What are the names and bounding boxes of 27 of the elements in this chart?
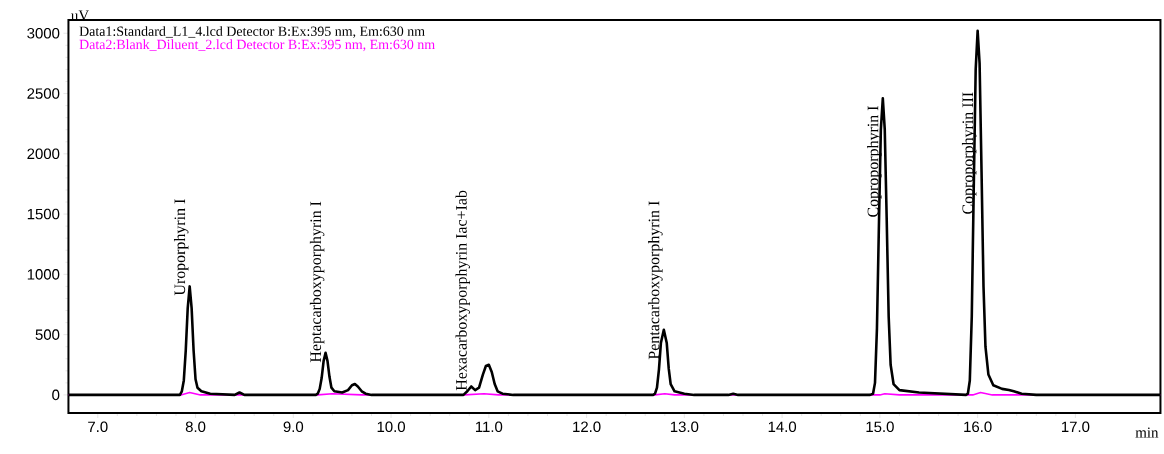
x-axis-title: min [1135,427,1159,438]
x-tick-label: 17.0 [1062,421,1090,433]
y-tick-label: 2000 [27,148,60,160]
y-tick-label: 2500 [27,88,60,99]
x-tick-label: 11.0 [475,421,503,433]
x-tick-label: 14.0 [768,421,797,433]
annotation: Coproporphyrin I [867,106,882,217]
x-tick-label: 10.0 [377,421,406,433]
text: Data1:Standard_L1_4.lcd Detector B:Ex:395 nm, Em:630 nm [79,26,425,38]
annotation: Hexacarboxyporphyrin Iac+Iab [455,190,471,391]
x-tick-label: 16.0 [964,421,992,433]
y-tick-label: 3000 [27,27,60,39]
x-tick-label: 9.0 [283,421,304,433]
annotation: Coproporphyrin III [961,92,977,214]
y-tick-label: 0 [52,389,60,401]
annotation: Uroporphyrin I [173,199,189,296]
x-tick-label: 13.0 [670,421,699,433]
x-tick-label: 7.0 [88,421,108,433]
x-tick-label: 8.0 [185,421,206,433]
y-tick-label: 500 [35,329,60,340]
annotation: Pentacarboxyporphyrin I [648,201,663,360]
y-tick-label: 1500 [27,208,60,220]
text: Data2:Blank_Diluent_2.lcd Detector B:Ex:395 nm, Em:630 nm [79,39,435,52]
y-tick-label: 1000 [27,269,60,280]
x-tick-label: 12.0 [573,421,601,433]
annotation: Heptacarboxyporphyrin I [309,201,325,363]
x-tick-label: 15.0 [866,421,894,433]
